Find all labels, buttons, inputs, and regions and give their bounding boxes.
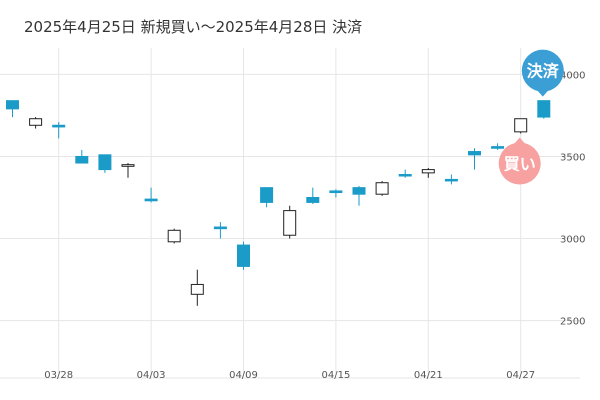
candle-5 — [121, 163, 135, 178]
chart-title: 2025年4月25日 新規買い～2025年4月28日 決済 — [24, 18, 363, 36]
candle-23 — [537, 100, 551, 119]
candle-body — [75, 155, 89, 164]
candle-9 — [213, 222, 227, 239]
candle-6 — [144, 187, 158, 203]
candle-body — [468, 151, 481, 156]
buy-marker: 買い — [498, 137, 541, 185]
candle-body — [260, 187, 274, 203]
candles — [6, 100, 551, 306]
candle-16 — [375, 181, 389, 196]
candle-15 — [352, 186, 366, 206]
candle-body — [352, 187, 366, 195]
candle-17 — [398, 169, 412, 178]
x-tick-label: 03/28 — [44, 370, 73, 381]
candle-21 — [491, 143, 505, 150]
x-tick-label: 04/21 — [414, 370, 443, 381]
candle-body — [121, 164, 135, 167]
candle-0 — [6, 100, 19, 118]
x-tick-label: 04/27 — [506, 370, 535, 381]
candle-body — [444, 178, 458, 182]
x-tick-label: 04/09 — [229, 370, 258, 381]
marker-label: 決済 — [527, 62, 560, 81]
candle-body — [213, 226, 227, 230]
candle-8 — [190, 269, 204, 306]
candle-body — [537, 100, 551, 118]
sell-marker: 決済 — [521, 49, 564, 97]
candle-body — [514, 118, 528, 133]
candle-body — [375, 182, 389, 195]
candle-12 — [283, 205, 297, 239]
axis-labels: 2500 3000 3500 4000 03/28 04/03 04/09 04/15 04/2… — [44, 70, 585, 381]
candle-18 — [421, 167, 435, 178]
candle-body — [6, 100, 19, 110]
candle-body — [491, 146, 505, 149]
candle-body — [306, 196, 320, 203]
marker-badge — [498, 142, 541, 185]
candle-body — [398, 174, 412, 177]
y-tick-label: 3500 — [560, 152, 585, 163]
candle-22 — [514, 118, 528, 134]
candle-11 — [260, 187, 274, 208]
candle-13 — [306, 187, 320, 205]
candle-body — [237, 244, 250, 267]
candle-19 — [444, 174, 458, 185]
candle-3 — [75, 149, 89, 164]
trade-markers: 買い 決済 — [498, 49, 564, 185]
candle-body — [98, 154, 112, 171]
candle-body — [29, 118, 43, 126]
x-tick-label: 04/15 — [321, 370, 350, 381]
marker-label: 買い — [504, 154, 536, 173]
y-tick-label: 2500 — [560, 317, 585, 328]
x-tick-label: 04/03 — [137, 370, 166, 381]
candle-body — [329, 190, 343, 194]
y-tick-label: 3000 — [560, 235, 585, 246]
candle-body — [167, 229, 181, 243]
y-tick-label: 4000 — [560, 70, 585, 81]
candle-20 — [468, 148, 481, 170]
candle-10 — [237, 241, 250, 270]
candle-1 — [29, 117, 43, 129]
candle-7 — [167, 228, 181, 244]
candle-2 — [52, 122, 66, 139]
candle-body — [283, 210, 297, 236]
candle-body — [52, 124, 66, 128]
marker-badge — [521, 49, 564, 92]
candle-14 — [329, 189, 343, 198]
candle-body — [144, 198, 158, 202]
candle-body — [190, 283, 204, 295]
candle-body — [421, 169, 435, 174]
candle-4 — [98, 154, 112, 173]
